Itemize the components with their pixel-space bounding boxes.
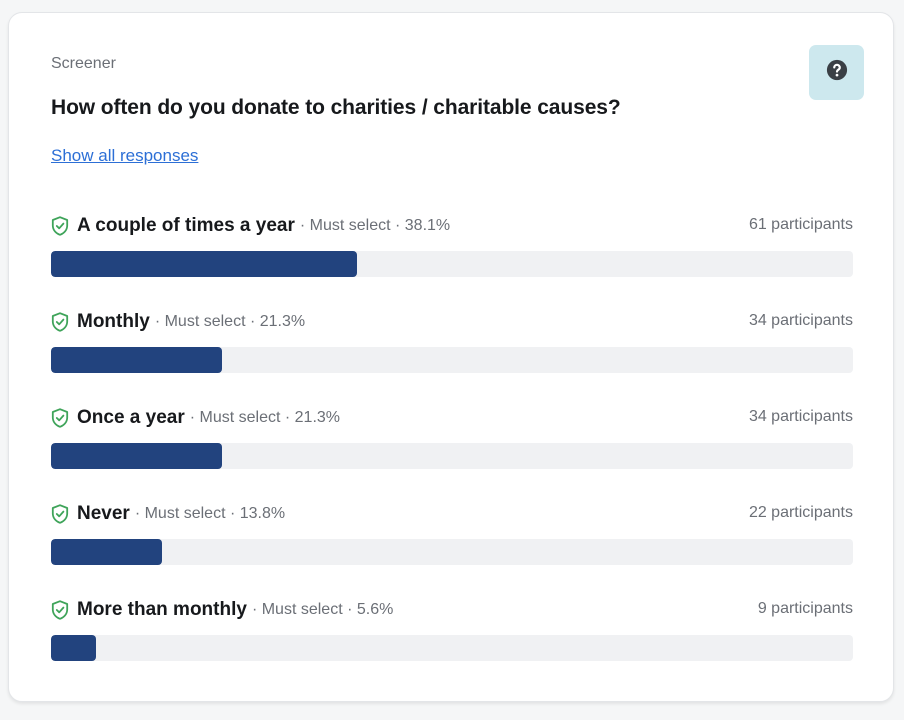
bar-track: [51, 443, 853, 469]
option-label: Monthly: [77, 311, 150, 332]
option-label: More than monthly: [77, 599, 247, 620]
question-title: How often do you donate to charities / c…: [51, 96, 621, 119]
option-meta: · Must select · 13.8%: [134, 505, 286, 522]
question-circle-icon: [826, 59, 848, 86]
option-meta: · Must select · 21.3%: [189, 409, 341, 426]
response-row: Monthly · Must select · 21.3% 34 partici…: [51, 309, 853, 405]
option-label: Once a year: [77, 407, 185, 428]
response-row: A couple of times a year · Must select ·…: [51, 213, 853, 309]
response-row: Never · Must select · 13.8% 22 participa…: [51, 501, 853, 597]
bar-fill: [51, 251, 357, 277]
participant-count: 22 participants: [748, 504, 853, 521]
bar-fill: [51, 635, 96, 661]
option-meta: · Must select · 21.3%: [154, 313, 306, 330]
bar-fill: [51, 443, 222, 469]
response-row: Once a year · Must select · 21.3% 34 par…: [51, 405, 853, 501]
participant-count: 9 participants: [757, 600, 853, 617]
bar-track: [51, 251, 853, 277]
bar-fill: [51, 347, 222, 373]
shield-check-icon: [51, 408, 69, 428]
participant-count: 34 participants: [748, 408, 853, 425]
shield-check-icon: [51, 312, 69, 332]
participant-count: 61 participants: [748, 216, 853, 233]
option-label: Never: [77, 503, 130, 524]
bar-fill: [51, 539, 162, 565]
participant-count: 34 participants: [748, 312, 853, 329]
response-row: More than monthly · Must select · 5.6% 9…: [51, 597, 853, 693]
option-meta: · Must select · 38.1%: [299, 217, 451, 234]
bar-track: [51, 635, 853, 661]
response-list: A couple of times a year · Must select ·…: [51, 213, 853, 693]
option-meta: · Must select · 5.6%: [251, 601, 394, 618]
shield-check-icon: [51, 216, 69, 236]
section-label: Screener: [51, 55, 116, 72]
option-label: A couple of times a year: [77, 215, 295, 236]
shield-check-icon: [51, 504, 69, 524]
show-all-responses-link[interactable]: Show all responses: [51, 146, 199, 165]
shield-check-icon: [51, 600, 69, 620]
screener-results-card: Screener How often do you donate to char…: [8, 12, 894, 702]
help-button[interactable]: [809, 45, 864, 100]
bar-track: [51, 347, 853, 373]
bar-track: [51, 539, 853, 565]
